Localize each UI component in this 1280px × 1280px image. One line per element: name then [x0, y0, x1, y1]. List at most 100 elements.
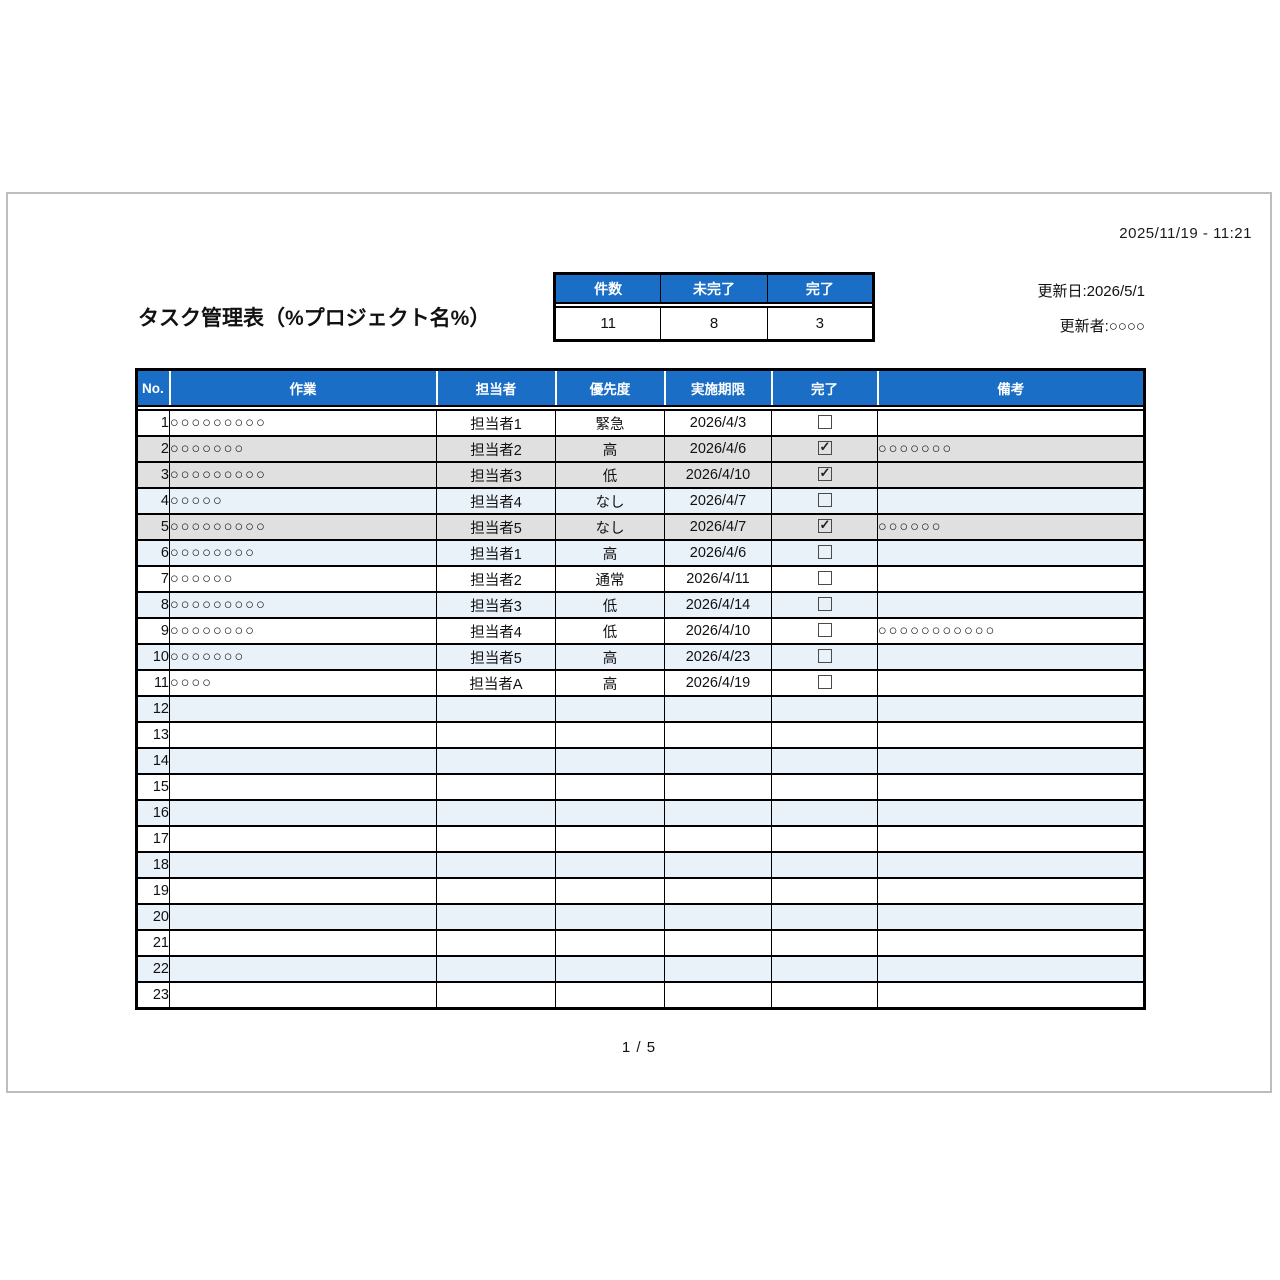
- assignee-cell: [436, 955, 556, 983]
- no-cell: 10: [136, 643, 170, 671]
- priority-cell: [555, 851, 665, 879]
- done-cell: [771, 929, 878, 957]
- deadline-cell: 2026/4/6: [664, 539, 772, 567]
- assignee-cell: 担当者4: [436, 487, 556, 515]
- no-cell: 17: [136, 825, 170, 853]
- remarks-cell: [877, 539, 1145, 567]
- priority-cell: [555, 929, 665, 957]
- table-row: 4 ○○○○○ 担当者4 なし 2026/4/7: [136, 487, 1145, 515]
- task-cell: ○○○○○○○○○: [169, 461, 437, 489]
- task-cell: ○○○○: [169, 669, 437, 697]
- task-cell: ○○○○○: [169, 487, 437, 515]
- remarks-cell: [877, 591, 1145, 619]
- no-cell: 23: [136, 981, 170, 1010]
- task-cell: [169, 981, 437, 1010]
- deadline-cell: [664, 851, 772, 879]
- remarks-cell: [877, 955, 1145, 983]
- assignee-cell: 担当者3: [436, 461, 556, 489]
- summary-value-incomplete: 8: [660, 307, 768, 341]
- table-row: 19: [136, 877, 1145, 905]
- no-cell: 6: [136, 539, 170, 567]
- assignee-cell: 担当者4: [436, 617, 556, 645]
- no-cell: 19: [136, 877, 170, 905]
- table-row: 8 ○○○○○○○○○ 担当者3 低 2026/4/14: [136, 591, 1145, 619]
- task-cell: [169, 955, 437, 983]
- priority-cell: [555, 955, 665, 983]
- done-cell: [771, 591, 878, 619]
- deadline-cell: 2026/4/3: [664, 409, 772, 437]
- task-cell: [169, 799, 437, 827]
- no-cell: 2: [136, 435, 170, 463]
- column-header-task: 作業: [168, 369, 437, 407]
- deadline-cell: 2026/4/11: [664, 565, 772, 593]
- table-row: 13: [136, 721, 1145, 749]
- no-cell: 7: [136, 565, 170, 593]
- priority-cell: 低: [555, 461, 665, 489]
- deadline-cell: 2026/4/10: [664, 461, 772, 489]
- table-row: 2 ○○○○○○○ 担当者2 高 2026/4/6 ○○○○○○○: [136, 435, 1145, 463]
- remarks-cell: [877, 799, 1145, 827]
- done-cell: [771, 695, 878, 723]
- done-cell: [771, 721, 878, 749]
- remarks-cell: [877, 747, 1145, 775]
- summary-value-count: 11: [554, 307, 661, 341]
- assignee-cell: [436, 903, 556, 931]
- done-cell: [771, 409, 878, 437]
- assignee-cell: [436, 825, 556, 853]
- done-cell: [771, 539, 878, 567]
- task-cell: [169, 773, 437, 801]
- updated-date: 更新日:2026/5/1: [1037, 283, 1145, 300]
- done-cell: [771, 435, 878, 463]
- no-cell: 8: [136, 591, 170, 619]
- assignee-cell: 担当者2: [436, 565, 556, 593]
- priority-cell: 緊急: [555, 409, 665, 437]
- task-cell: ○○○○○○○○○: [169, 513, 437, 541]
- task-cell: ○○○○○○○: [169, 435, 437, 463]
- deadline-cell: 2026/4/19: [664, 669, 772, 697]
- priority-cell: [555, 721, 665, 749]
- no-cell: 22: [136, 955, 170, 983]
- deadline-cell: 2026/4/6: [664, 435, 772, 463]
- deadline-cell: [664, 799, 772, 827]
- remarks-cell: [877, 851, 1145, 879]
- priority-cell: なし: [555, 487, 665, 515]
- page-title: タスク管理表（%プロジェクト名%）: [138, 307, 491, 330]
- no-cell: 21: [136, 929, 170, 957]
- deadline-cell: [664, 929, 772, 957]
- done-cell: [771, 669, 878, 697]
- done-cell: [771, 461, 878, 489]
- print-timestamp: 2025/11/19 - 11:21: [1119, 225, 1252, 242]
- column-header-remarks: 備考: [876, 369, 1145, 407]
- done-cell: [771, 565, 878, 593]
- deadline-cell: [664, 981, 772, 1010]
- assignee-cell: [436, 747, 556, 775]
- priority-cell: [555, 981, 665, 1010]
- assignee-cell: [436, 695, 556, 723]
- done-cell: [771, 877, 878, 905]
- task-cell: ○○○○○○○○○: [169, 409, 437, 437]
- deadline-cell: [664, 695, 772, 723]
- task-cell: [169, 825, 437, 853]
- table-row: 5 ○○○○○○○○○ 担当者5 なし 2026/4/7 ○○○○○○: [136, 513, 1145, 541]
- column-header-deadline: 実施期限: [663, 369, 772, 407]
- table-row: 1 ○○○○○○○○○ 担当者1 緊急 2026/4/3: [136, 409, 1145, 437]
- column-header-no: No.: [136, 369, 170, 407]
- deadline-cell: 2026/4/7: [664, 513, 772, 541]
- checkbox-empty-icon: [817, 571, 832, 586]
- task-cell: [169, 851, 437, 879]
- table-row: 15: [136, 773, 1145, 801]
- task-cell: ○○○○○○○○: [169, 617, 437, 645]
- remarks-cell: [877, 773, 1145, 801]
- done-cell: [771, 981, 878, 1010]
- remarks-cell: [877, 903, 1145, 931]
- no-cell: 3: [136, 461, 170, 489]
- assignee-cell: 担当者3: [436, 591, 556, 619]
- done-cell: [771, 825, 878, 853]
- summary-value-complete: 3: [766, 307, 874, 341]
- task-cell: [169, 721, 437, 749]
- done-cell: [771, 773, 878, 801]
- priority-cell: [555, 825, 665, 853]
- no-cell: 11: [136, 669, 170, 697]
- table-row: 17: [136, 825, 1145, 853]
- checkbox-empty-icon: [817, 597, 832, 612]
